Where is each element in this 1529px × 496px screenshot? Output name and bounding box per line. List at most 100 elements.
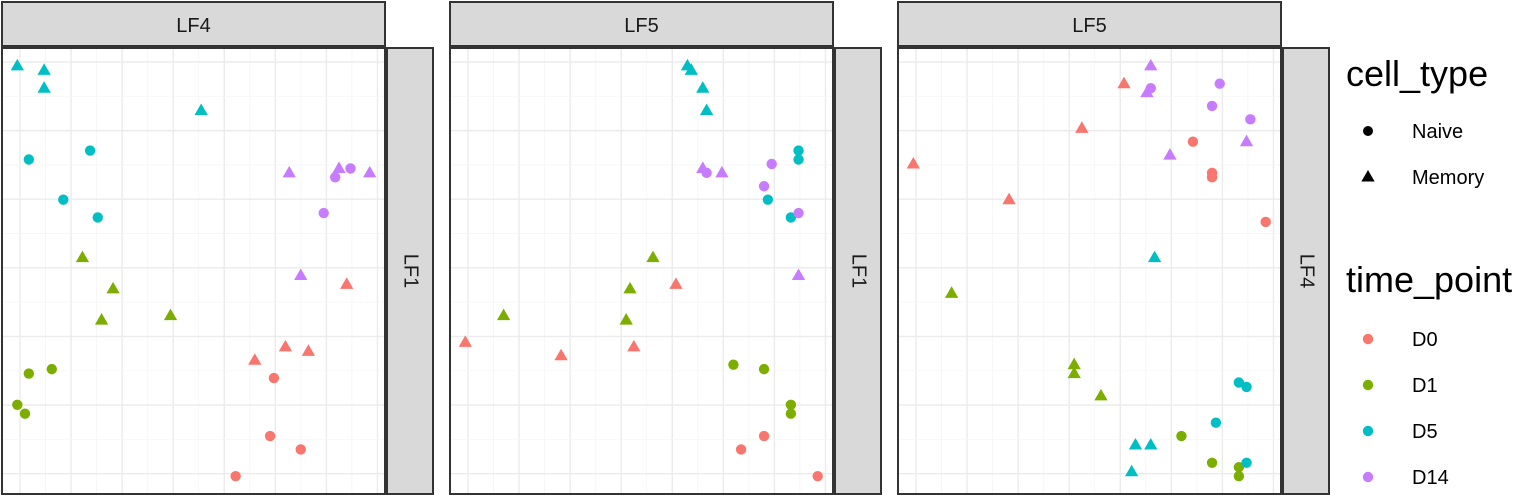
data-point-memory [623,281,637,294]
data-point-naive [785,212,797,223]
right-strip: LF1 [834,47,882,495]
panel-3: LF5 LF4 [897,1,1330,495]
data-point-memory [458,335,472,347]
data-point-naive [318,207,329,219]
top-strip: LF5 [897,1,1282,47]
data-point-naive [12,399,23,410]
data-point-memory [1075,121,1089,133]
panels: LF4 LF1 LF5 LF1 LF5 LF4 [1,1,1330,495]
data-point-naive [758,363,770,375]
legend-key-memory [1361,170,1375,182]
data-point-memory [1002,192,1016,205]
data-point-memory [1124,464,1139,477]
panel-background [2,48,385,494]
data-point-naive [1210,417,1222,428]
grid [898,48,1281,494]
data-point-memory [646,250,660,263]
panel-background [450,48,833,494]
data-point-naive [1187,136,1199,147]
data-point-memory [194,103,208,115]
data-point-naive [58,194,69,205]
data-point-naive [793,145,804,156]
data-point-memory [696,81,710,93]
legend-key-d1 [1362,379,1374,391]
data-point-memory [340,277,354,289]
data-point-memory [1067,366,1081,379]
panel-1: LF4 LF1 [1,1,434,495]
data-point-naive [1233,462,1245,473]
data-point-memory [363,165,377,178]
legend-label-d5: D5 [1412,421,1438,443]
data-point-memory [332,161,346,173]
data-point-naive [812,470,823,482]
data-point-naive [230,470,241,482]
data-point-naive [268,372,280,384]
top-strip: LF5 [449,1,834,47]
legend-label-d14: D14 [1412,467,1449,489]
data-point-naive [19,408,31,419]
data-point-naive [330,172,341,183]
top-strip-label: LF5 [624,15,658,37]
data-point-memory [1239,134,1254,147]
data-point-naive [758,430,770,442]
data-point-naive [46,363,57,375]
data-point-memory [699,103,714,115]
data-point-naive [1206,100,1218,112]
panel-border [1,47,386,495]
legend-label-memory: Memory [1412,167,1484,189]
data-point-naive [1260,216,1271,228]
right-strip: LF1 [386,47,434,495]
data-point-memory [10,58,24,71]
data-point-naive [762,194,774,205]
data-point-memory [669,277,683,289]
legend-key-d5 [1362,425,1374,437]
data-point-memory [715,165,729,178]
panel-2: LF5 LF1 [449,1,882,495]
data-point-naive [23,368,35,379]
data-point-memory [301,344,316,356]
data-point-memory [906,156,920,169]
right-strip-label: LF4 [1296,254,1318,288]
data-point-naive [92,212,103,223]
legend-key-d0 [1362,333,1374,345]
data-point-naive [1214,78,1225,89]
legend-label-d1: D1 [1412,375,1438,397]
legend-title-time-point: time_point [1346,259,1512,300]
data-point-memory [1147,250,1162,263]
data-point-memory [106,281,120,294]
data-point-naive [785,408,797,419]
right-strip-label: LF1 [848,254,870,288]
grid [450,48,833,494]
legend-label-naive: Naive [1412,121,1463,143]
data-point-naive [728,359,739,370]
data-point-naive [84,145,96,156]
top-strip-background [449,1,834,47]
right-strip-background [1282,47,1330,495]
data-point-naive [1241,457,1252,468]
data-point-memory [75,250,90,263]
data-point-naive [793,154,804,165]
data-point-naive [345,163,356,174]
data-point-memory [627,339,641,352]
legend-key-d14 [1362,471,1374,483]
data-point-naive [758,181,770,192]
data-point-naive [785,399,797,410]
data-point-naive [1206,457,1218,468]
data-point-naive [701,167,712,179]
top-strip: LF4 [1,1,386,47]
data-point-naive [735,444,747,455]
panel-border [897,47,1282,495]
data-point-memory [1163,148,1177,160]
data-point-naive [1176,430,1187,442]
right-strip-background [386,47,434,495]
data-point-naive [295,444,306,455]
data-point-memory [554,348,568,361]
data-point-memory [294,268,308,281]
top-strip-label: LF5 [1072,15,1106,37]
data-point-memory [1117,76,1131,89]
data-point-naive [1241,381,1252,393]
data-point-memory [37,63,51,75]
right-strip-label: LF1 [400,254,422,288]
top-strip-label: LF4 [176,15,210,37]
data-point-memory [1094,388,1108,401]
